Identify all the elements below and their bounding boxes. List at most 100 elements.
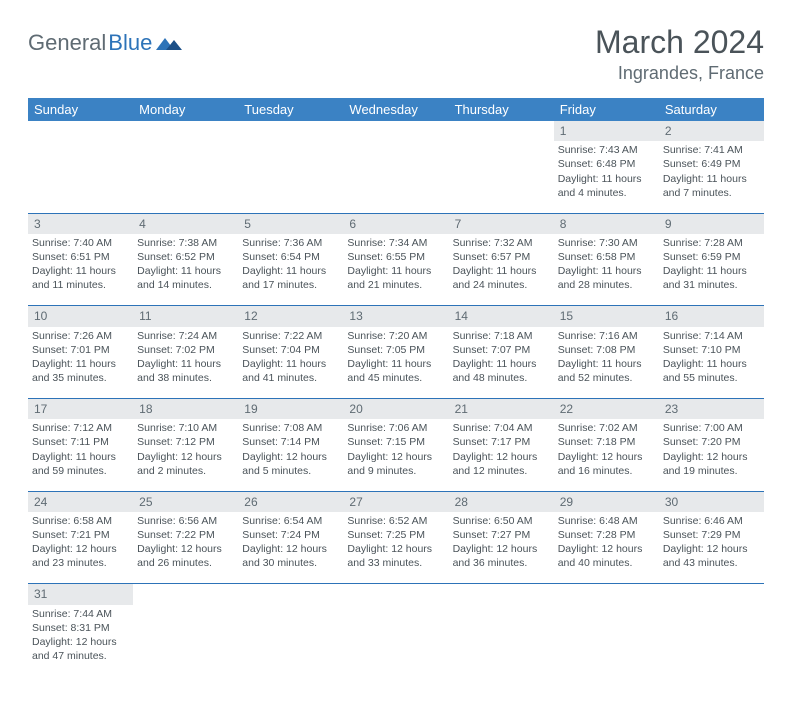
- day-detail-line: Sunset: 7:15 PM: [347, 435, 444, 449]
- day-detail-line: Sunset: 6:52 PM: [137, 250, 234, 264]
- day-number-cell: 19: [238, 399, 343, 420]
- day-detail-line: Sunrise: 7:41 AM: [663, 143, 760, 157]
- day-cell: Sunrise: 6:50 AMSunset: 7:27 PMDaylight:…: [449, 512, 554, 584]
- day-detail-line: Sunrise: 7:22 AM: [242, 329, 339, 343]
- day-number-cell: 30: [659, 491, 764, 512]
- day-cell: Sunrise: 7:43 AMSunset: 6:48 PMDaylight:…: [554, 141, 659, 213]
- day-detail-line: Sunrise: 7:44 AM: [32, 607, 129, 621]
- day-detail-line: Daylight: 11 hours: [558, 264, 655, 278]
- day-detail-line: and 55 minutes.: [663, 371, 760, 385]
- day-detail-line: Sunset: 7:08 PM: [558, 343, 655, 357]
- day-detail-line: Sunset: 6:48 PM: [558, 157, 655, 171]
- day-number-cell: 6: [343, 213, 448, 234]
- day-number-cell: 11: [133, 306, 238, 327]
- day-detail-line: Sunrise: 6:48 AM: [558, 514, 655, 528]
- day-detail-line: Sunrise: 7:06 AM: [347, 421, 444, 435]
- calendar-table: SundayMondayTuesdayWednesdayThursdayFrid…: [28, 98, 764, 677]
- location: Ingrandes, France: [595, 63, 764, 84]
- day-cell: Sunrise: 7:14 AMSunset: 7:10 PMDaylight:…: [659, 327, 764, 399]
- day-detail-line: Daylight: 12 hours: [558, 450, 655, 464]
- day-number-row: 10111213141516: [28, 306, 764, 327]
- day-detail-line: and 45 minutes.: [347, 371, 444, 385]
- day-cell: Sunrise: 7:16 AMSunset: 7:08 PMDaylight:…: [554, 327, 659, 399]
- day-number-cell: 15: [554, 306, 659, 327]
- month-title: March 2024: [595, 24, 764, 61]
- day-detail-line: Sunrise: 6:56 AM: [137, 514, 234, 528]
- day-detail-line: and 11 minutes.: [32, 278, 129, 292]
- day-detail-line: Sunset: 7:25 PM: [347, 528, 444, 542]
- day-detail-line: Sunrise: 7:20 AM: [347, 329, 444, 343]
- day-detail-line: Daylight: 11 hours: [32, 450, 129, 464]
- day-number-cell: [343, 584, 448, 605]
- day-detail-line: Daylight: 11 hours: [453, 357, 550, 371]
- day-detail-line: Sunrise: 7:28 AM: [663, 236, 760, 250]
- day-cell: Sunrise: 7:02 AMSunset: 7:18 PMDaylight:…: [554, 419, 659, 491]
- day-detail-line: Sunset: 7:20 PM: [663, 435, 760, 449]
- day-detail-line: Daylight: 12 hours: [347, 450, 444, 464]
- logo: General Blue: [28, 30, 182, 56]
- day-cell: Sunrise: 7:26 AMSunset: 7:01 PMDaylight:…: [28, 327, 133, 399]
- weekday-header: Friday: [554, 98, 659, 121]
- day-detail-line: Sunset: 6:51 PM: [32, 250, 129, 264]
- day-number-cell: [449, 121, 554, 141]
- day-number-cell: [238, 121, 343, 141]
- day-number-cell: [238, 584, 343, 605]
- day-cell: Sunrise: 7:08 AMSunset: 7:14 PMDaylight:…: [238, 419, 343, 491]
- day-detail-line: Sunset: 7:02 PM: [137, 343, 234, 357]
- day-detail-line: Daylight: 11 hours: [32, 357, 129, 371]
- day-detail-line: Sunset: 6:57 PM: [453, 250, 550, 264]
- day-detail-line: Daylight: 12 hours: [453, 450, 550, 464]
- day-detail-line: Daylight: 11 hours: [663, 357, 760, 371]
- day-number-cell: 24: [28, 491, 133, 512]
- day-number-cell: 1: [554, 121, 659, 141]
- day-detail-line: Daylight: 11 hours: [453, 264, 550, 278]
- day-number-cell: [28, 121, 133, 141]
- day-number-cell: 7: [449, 213, 554, 234]
- day-detail-line: Sunset: 7:28 PM: [558, 528, 655, 542]
- day-detail-line: Sunset: 6:49 PM: [663, 157, 760, 171]
- day-number-row: 24252627282930: [28, 491, 764, 512]
- day-content-row: Sunrise: 7:12 AMSunset: 7:11 PMDaylight:…: [28, 419, 764, 491]
- day-detail-line: Sunset: 7:11 PM: [32, 435, 129, 449]
- day-cell: Sunrise: 6:56 AMSunset: 7:22 PMDaylight:…: [133, 512, 238, 584]
- day-detail-line: Sunrise: 7:34 AM: [347, 236, 444, 250]
- day-detail-line: Daylight: 11 hours: [137, 264, 234, 278]
- day-cell: Sunrise: 7:24 AMSunset: 7:02 PMDaylight:…: [133, 327, 238, 399]
- day-cell: [343, 605, 448, 677]
- day-detail-line: Sunset: 8:31 PM: [32, 621, 129, 635]
- day-cell: Sunrise: 7:44 AMSunset: 8:31 PMDaylight:…: [28, 605, 133, 677]
- day-detail-line: Sunset: 7:27 PM: [453, 528, 550, 542]
- day-cell: [449, 141, 554, 213]
- day-detail-line: Daylight: 12 hours: [137, 542, 234, 556]
- day-detail-line: Daylight: 12 hours: [663, 542, 760, 556]
- day-detail-line: Daylight: 12 hours: [453, 542, 550, 556]
- day-number-cell: 10: [28, 306, 133, 327]
- day-detail-line: Sunrise: 7:43 AM: [558, 143, 655, 157]
- day-content-row: Sunrise: 7:43 AMSunset: 6:48 PMDaylight:…: [28, 141, 764, 213]
- day-detail-line: and 31 minutes.: [663, 278, 760, 292]
- day-detail-line: Daylight: 11 hours: [242, 357, 339, 371]
- day-detail-line: Sunset: 7:01 PM: [32, 343, 129, 357]
- day-detail-line: Sunrise: 7:10 AM: [137, 421, 234, 435]
- day-number-cell: 29: [554, 491, 659, 512]
- day-detail-line: Sunset: 6:59 PM: [663, 250, 760, 264]
- day-detail-line: Sunrise: 7:40 AM: [32, 236, 129, 250]
- title-block: March 2024 Ingrandes, France: [595, 24, 764, 84]
- weekday-header: Monday: [133, 98, 238, 121]
- day-detail-line: and 36 minutes.: [453, 556, 550, 570]
- day-detail-line: Sunrise: 7:32 AM: [453, 236, 550, 250]
- day-detail-line: Sunset: 7:18 PM: [558, 435, 655, 449]
- day-cell: [238, 141, 343, 213]
- day-number-cell: [133, 584, 238, 605]
- day-number-cell: 18: [133, 399, 238, 420]
- day-number-cell: [343, 121, 448, 141]
- day-number-row: 3456789: [28, 213, 764, 234]
- day-detail-line: Sunrise: 6:50 AM: [453, 514, 550, 528]
- day-number-cell: 4: [133, 213, 238, 234]
- day-number-cell: 17: [28, 399, 133, 420]
- day-detail-line: and 2 minutes.: [137, 464, 234, 478]
- day-number-cell: 27: [343, 491, 448, 512]
- day-detail-line: and 48 minutes.: [453, 371, 550, 385]
- day-number-cell: 12: [238, 306, 343, 327]
- day-detail-line: Sunrise: 7:36 AM: [242, 236, 339, 250]
